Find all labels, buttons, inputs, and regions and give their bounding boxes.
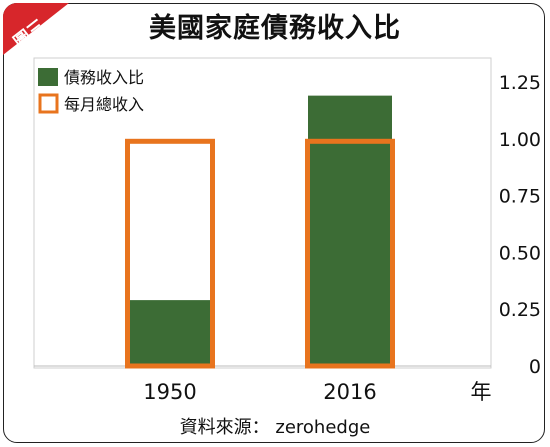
- x-category-1950: 1950: [143, 380, 196, 404]
- y-tick-label: 0.25: [499, 299, 541, 321]
- plot-area: [33, 57, 492, 369]
- y-tick-label: 0: [529, 356, 541, 378]
- source-note: 資料來源： zerohedge: [179, 417, 371, 438]
- legend-label-income: 每月總收入: [64, 95, 144, 114]
- badge-triangle: [3, 3, 69, 55]
- bar-debt-1950: [128, 300, 212, 366]
- figure-badge: 圖三: [3, 3, 69, 55]
- legend-label-debt: 債務收入比: [64, 68, 144, 87]
- bar-debt-2016: [308, 95, 392, 366]
- chart-title: 美國家庭債務收入比: [149, 13, 401, 44]
- bar-income-2016: [305, 138, 395, 369]
- y-tick-label: 0.50: [499, 242, 541, 264]
- y-tick-label: 0.75: [499, 186, 541, 208]
- y-tick-label: 1.25: [499, 72, 541, 94]
- legend-swatch-income: [38, 93, 59, 114]
- x-axis-unit: 年: [471, 380, 492, 404]
- y-tick-label: 1.00: [499, 129, 541, 151]
- x-category-2016: 2016: [323, 380, 376, 404]
- bar-income-1950: [125, 138, 215, 369]
- legend-swatch-debt: [38, 68, 58, 86]
